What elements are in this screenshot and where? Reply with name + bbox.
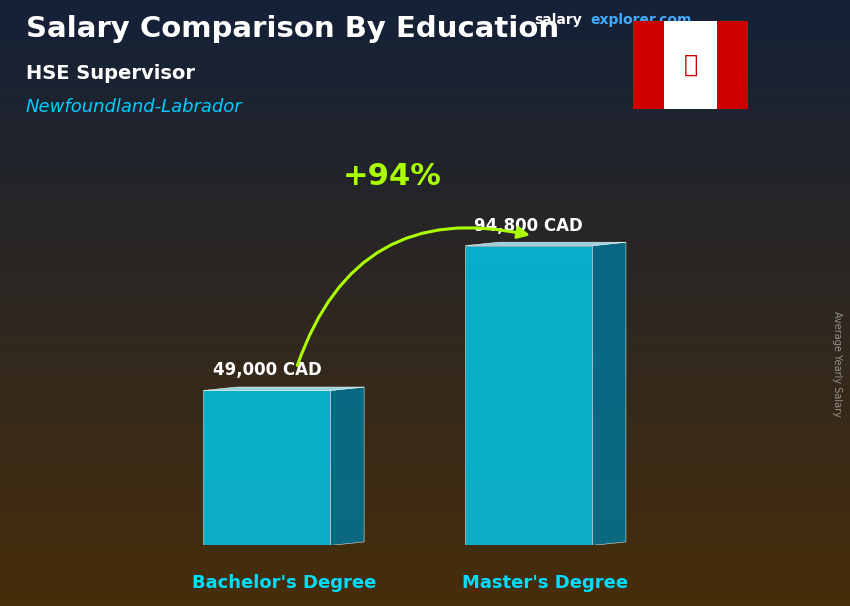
Text: Salary Comparison By Education: Salary Comparison By Education	[26, 15, 558, 43]
Text: salary: salary	[534, 13, 581, 27]
Text: 🍁: 🍁	[683, 52, 698, 76]
Polygon shape	[203, 387, 364, 390]
Text: HSE Supervisor: HSE Supervisor	[26, 64, 195, 82]
Polygon shape	[465, 245, 592, 545]
Text: explorer.com: explorer.com	[591, 13, 692, 27]
Text: Bachelor's Degree: Bachelor's Degree	[191, 574, 376, 592]
Text: +94%: +94%	[343, 162, 442, 191]
Polygon shape	[592, 242, 626, 545]
Text: Master's Degree: Master's Degree	[462, 574, 629, 592]
Text: 94,800 CAD: 94,800 CAD	[474, 216, 583, 235]
Text: 49,000 CAD: 49,000 CAD	[212, 361, 321, 379]
Polygon shape	[633, 21, 664, 109]
Text: Average Yearly Salary: Average Yearly Salary	[832, 311, 842, 416]
Polygon shape	[331, 387, 364, 545]
Text: Newfoundland-Labrador: Newfoundland-Labrador	[26, 98, 242, 116]
Polygon shape	[664, 21, 717, 109]
Polygon shape	[203, 390, 331, 545]
Polygon shape	[717, 21, 748, 109]
Polygon shape	[465, 242, 626, 245]
